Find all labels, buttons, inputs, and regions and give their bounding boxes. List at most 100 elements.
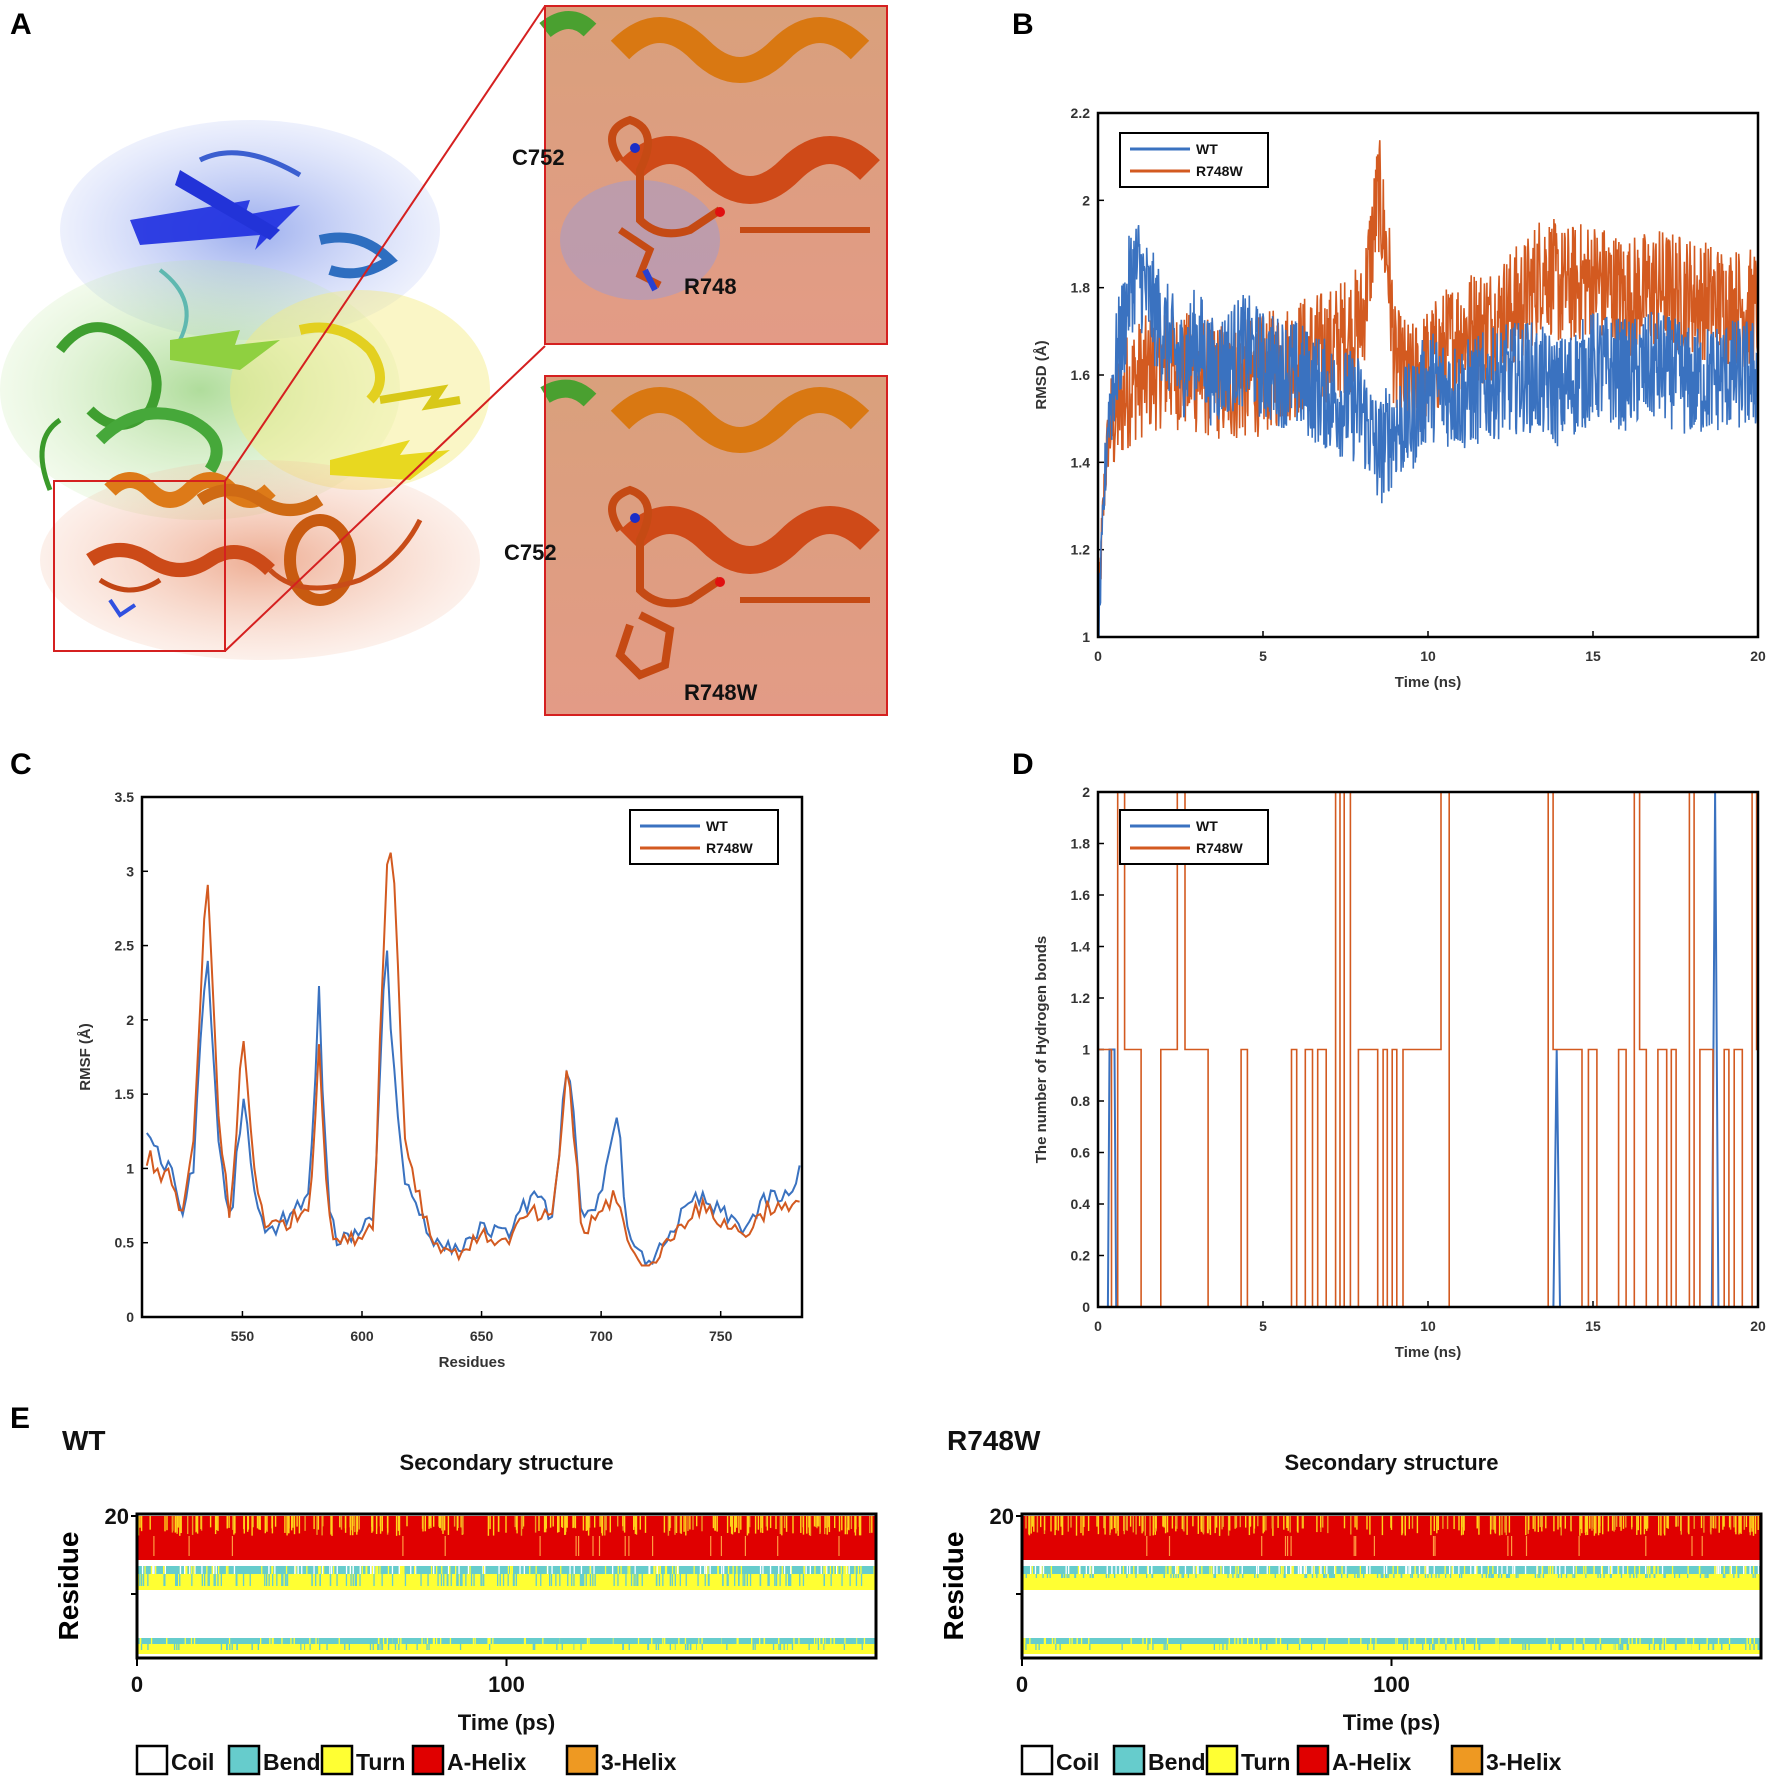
band-speckle bbox=[1644, 1638, 1646, 1644]
turn-speckle bbox=[707, 1574, 710, 1586]
bend-speckle bbox=[740, 1566, 742, 1574]
bend-speckle bbox=[693, 1566, 695, 1574]
bend-speckle bbox=[1292, 1566, 1294, 1574]
helix-speckle bbox=[573, 1516, 575, 1528]
bend-speckle bbox=[469, 1566, 471, 1574]
helix-speckle bbox=[769, 1516, 772, 1528]
x-tick-label: 600 bbox=[350, 1328, 374, 1344]
helix-speckle bbox=[1613, 1516, 1615, 1532]
bend-speckle bbox=[836, 1566, 838, 1574]
band-speckle bbox=[1101, 1644, 1103, 1650]
panel-label-d: D bbox=[1012, 748, 1034, 781]
band-speckle bbox=[1685, 1638, 1687, 1644]
bend-speckle bbox=[1311, 1566, 1313, 1574]
band-speckle bbox=[765, 1644, 767, 1650]
band-speckle bbox=[1408, 1638, 1410, 1644]
helix-speckle bbox=[624, 1536, 626, 1556]
bend-speckle bbox=[1743, 1566, 1745, 1574]
helix-speckle bbox=[710, 1536, 712, 1556]
bend-speckle bbox=[1320, 1566, 1322, 1574]
band-speckle bbox=[596, 1638, 598, 1644]
turn-speckle bbox=[440, 1574, 443, 1586]
bend-speckle bbox=[1303, 1566, 1305, 1574]
helix-speckle bbox=[1152, 1516, 1154, 1536]
band-speckle bbox=[748, 1644, 750, 1650]
helix-speckle bbox=[1729, 1516, 1732, 1530]
turn-speckle bbox=[352, 1574, 354, 1586]
turn-speckle bbox=[1283, 1574, 1285, 1578]
band-speckle bbox=[469, 1644, 472, 1650]
turn-speckle bbox=[272, 1574, 274, 1586]
helix-speckle bbox=[379, 1516, 382, 1534]
bend-speckle bbox=[1235, 1566, 1237, 1574]
helix-speckle bbox=[1200, 1516, 1202, 1530]
turn-speckle bbox=[457, 1574, 459, 1586]
helix-speckle bbox=[617, 1516, 619, 1527]
helix-speckle bbox=[1693, 1516, 1695, 1529]
bend-speckle bbox=[1611, 1566, 1613, 1574]
bend-speckle bbox=[1146, 1566, 1149, 1574]
helix-speckle bbox=[1715, 1516, 1717, 1529]
band-speckle bbox=[1512, 1638, 1514, 1644]
helix-speckle bbox=[1446, 1516, 1449, 1530]
bend-speckle bbox=[1040, 1566, 1042, 1574]
bend-speckle bbox=[1345, 1566, 1347, 1574]
bend-band bbox=[1022, 1566, 1761, 1574]
turn-speckle bbox=[1560, 1574, 1563, 1578]
bend-speckle bbox=[736, 1566, 738, 1574]
x-tick-label: 750 bbox=[709, 1328, 733, 1344]
bend-speckle bbox=[1042, 1566, 1045, 1574]
x-tick-label: 10 bbox=[1420, 1318, 1436, 1334]
band-speckle bbox=[697, 1638, 699, 1644]
hbond-chart: 0 5 10 15 2000.20.40.60.811.21.41.61.82Time … bbox=[1033, 784, 1766, 1361]
bend-speckle bbox=[704, 1566, 706, 1574]
band-speckle bbox=[1071, 1638, 1073, 1644]
turn-speckle bbox=[625, 1574, 627, 1586]
band-speckle bbox=[319, 1644, 321, 1650]
band-speckle bbox=[866, 1638, 869, 1644]
band-speckle bbox=[1248, 1638, 1250, 1644]
band-speckle bbox=[259, 1644, 261, 1650]
turn-speckle bbox=[1163, 1574, 1165, 1578]
band-speckle bbox=[870, 1638, 872, 1644]
helix-speckle bbox=[1622, 1516, 1625, 1529]
bend-speckle bbox=[727, 1566, 730, 1574]
band-speckle bbox=[1039, 1638, 1041, 1644]
helix-speckle bbox=[712, 1516, 715, 1529]
band-speckle bbox=[791, 1644, 794, 1650]
x-axis-label: Time (ps) bbox=[458, 1710, 555, 1735]
band-speckle bbox=[532, 1644, 534, 1650]
helix-speckle bbox=[549, 1516, 552, 1528]
bend-speckle bbox=[329, 1566, 331, 1574]
band-speckle bbox=[472, 1638, 475, 1644]
bend-speckle bbox=[306, 1566, 308, 1574]
band-speckle bbox=[333, 1644, 335, 1650]
bend-band bbox=[1022, 1638, 1761, 1644]
helix-speckle bbox=[1381, 1516, 1384, 1536]
band-speckle bbox=[1582, 1638, 1584, 1644]
turn-speckle bbox=[1633, 1574, 1635, 1578]
helix-speckle bbox=[1564, 1516, 1566, 1529]
helix-speckle bbox=[1253, 1516, 1256, 1529]
band-speckle bbox=[173, 1644, 176, 1650]
band-speckle bbox=[556, 1644, 558, 1650]
helix-speckle bbox=[1070, 1516, 1072, 1528]
band-speckle bbox=[346, 1644, 348, 1650]
turn-speckle bbox=[1108, 1574, 1110, 1578]
turn-speckle bbox=[823, 1574, 825, 1586]
turn-speckle bbox=[207, 1574, 209, 1586]
helix-speckle bbox=[1476, 1516, 1479, 1529]
band-speckle bbox=[1432, 1644, 1434, 1650]
turn-band bbox=[137, 1574, 876, 1590]
helix-speckle bbox=[1168, 1536, 1171, 1556]
helix-speckle bbox=[869, 1516, 871, 1534]
band-speckle bbox=[1158, 1638, 1160, 1644]
bend-speckle bbox=[1426, 1566, 1428, 1574]
helix-speckle bbox=[313, 1516, 315, 1530]
band-speckle bbox=[1166, 1644, 1168, 1650]
helix-speckle bbox=[1645, 1536, 1647, 1556]
band-speckle bbox=[1213, 1638, 1216, 1644]
band-speckle bbox=[808, 1644, 810, 1650]
band-speckle bbox=[1652, 1638, 1654, 1644]
band-speckle bbox=[1438, 1644, 1440, 1650]
